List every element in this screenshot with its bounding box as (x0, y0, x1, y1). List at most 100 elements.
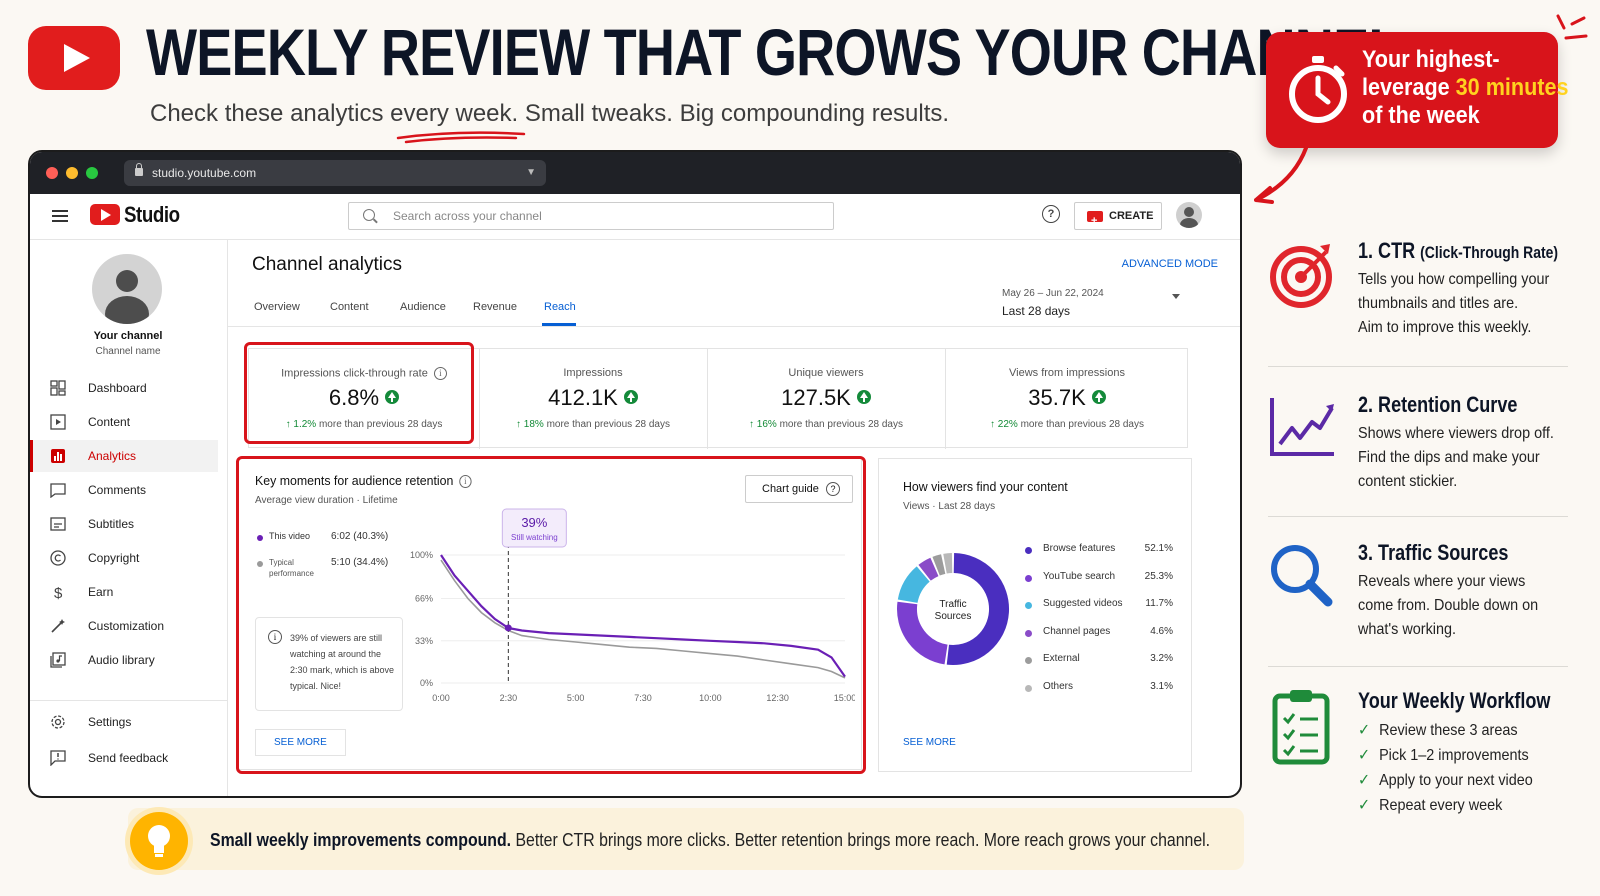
traffic-source-row[interactable]: Channel pages 4.6% (1025, 626, 1173, 642)
traffic-source-value: 3.2% (1150, 653, 1173, 664)
tip-description: Tells you how compelling your thumbnails … (1358, 271, 1550, 336)
date-range[interactable]: May 26 – Jun 22, 2024 (1002, 288, 1104, 299)
tab-content[interactable]: Content (330, 301, 369, 313)
checkmark-icon: ✓ (1358, 747, 1371, 764)
sidebar-item-label: Customization (88, 619, 165, 633)
sidebar-item-label: Earn (88, 585, 114, 599)
legend-value-this-video: 6:02 (40.3%) (331, 531, 389, 542)
traffic-source-row[interactable]: Browse features 52.1% (1025, 543, 1173, 559)
svg-text:$: $ (54, 585, 63, 600)
donut-slice-external[interactable] (932, 554, 946, 576)
donut-slice-channel-pages[interactable] (918, 557, 939, 581)
account-avatar[interactable] (1176, 202, 1202, 228)
annotation-point[interactable] (504, 624, 512, 632)
sidebar-item-earn[interactable]: $ Earn (30, 576, 218, 608)
channel-avatar[interactable] (92, 254, 162, 324)
channel-name: Your channel (93, 330, 163, 342)
clipboard-checklist-icon (1272, 690, 1330, 765)
create-label: CREATE (1109, 210, 1154, 222)
traffic-source-row[interactable]: External 3.2% (1025, 653, 1173, 669)
help-icon[interactable]: ? (1042, 205, 1060, 223)
checkmark-icon: ✓ (1358, 772, 1371, 789)
trend-up-icon (623, 390, 638, 405)
traffic-source-row[interactable]: Others 3.1% (1025, 681, 1173, 697)
lock-icon (135, 163, 143, 176)
tip-title: 1. CTR (Click-Through Rate) (1358, 238, 1559, 263)
metric-change: ↑ 16% more than previous 28 days (749, 419, 903, 430)
legend-swatch (1025, 684, 1032, 692)
studio-logo-icon[interactable] (90, 204, 120, 225)
sidebar-item-analytics[interactable]: Analytics (30, 440, 218, 472)
metric-ctr[interactable]: Impressions click-through rate i 6.8% ↑ 1… (249, 349, 479, 449)
sidebar-item-feedback[interactable]: Send feedback (30, 742, 218, 774)
retention-see-more-button[interactable]: SEE MORE (255, 729, 346, 756)
info-icon[interactable]: i (433, 367, 447, 380)
callout-arrow (1254, 146, 1308, 204)
feedback-icon (50, 750, 66, 766)
trend-chart-icon (1270, 398, 1334, 456)
metric-views-from-impressions[interactable]: Views from impressions 35.7K ↑ 22% more … (946, 349, 1188, 449)
traffic-source-value: 25.3% (1144, 570, 1173, 582)
trend-up-icon (1091, 390, 1106, 405)
sidebar-item-subtitles[interactable]: Subtitles (30, 508, 218, 540)
sidebar-item-content[interactable]: Content (30, 406, 218, 438)
tab-reach[interactable]: Reach (544, 301, 576, 313)
retention-chart[interactable]: 100% 66% 33% 0% 0:00 2:30 5:00 7:30 10:00 12:30 15… (405, 507, 855, 717)
address-bar[interactable]: studio.youtube.com ▼ (124, 160, 546, 186)
info-icon[interactable]: i (459, 475, 472, 489)
chevron-down-icon[interactable]: ▼ (526, 167, 536, 178)
traffic-source-value: 11.7% (1145, 598, 1173, 609)
studio-topbar: Studio Search across your channel ? CREA… (30, 194, 1240, 240)
date-period[interactable]: Last 28 days (1002, 304, 1071, 318)
retention-subtitle: Average view duration · Lifetime (255, 495, 398, 506)
chart-guide-button[interactable]: Chart guide? (745, 475, 853, 503)
traffic-source-label: Channel pages (1043, 625, 1111, 637)
legend-label-typical: Typical performance (269, 558, 314, 578)
sidebar-item-settings[interactable]: Settings (30, 706, 218, 738)
traffic-source-label: YouTube search (1043, 570, 1116, 582)
traffic-sources-card: How viewers find your content Views · La… (878, 458, 1192, 772)
donut-slice-youtube-search[interactable] (897, 601, 949, 665)
search-input[interactable]: Search across your channel (348, 202, 834, 230)
minimize-window-button[interactable] (66, 167, 78, 179)
series-line-typical[interactable] (440, 559, 846, 679)
close-window-button[interactable] (46, 167, 58, 179)
emphasis-burst-icon (1556, 14, 1588, 40)
traffic-source-row[interactable]: YouTube search 25.3% (1025, 571, 1173, 587)
sidebar-item-comments[interactable]: Comments (30, 474, 218, 506)
donut-slice-others[interactable] (943, 553, 953, 574)
sidebar-item-audio-library[interactable]: Audio library (30, 644, 218, 676)
x-tick-label: 7:30 (634, 693, 652, 703)
chevron-down-icon[interactable] (1172, 294, 1180, 299)
sidebar-item-dashboard[interactable]: Dashboard (30, 372, 218, 404)
donut-slice-suggested-videos[interactable] (897, 566, 931, 604)
tab-overview[interactable]: Overview (254, 301, 300, 313)
tab-revenue[interactable]: Revenue (473, 301, 518, 313)
traffic-source-label: Browse features (1043, 543, 1116, 554)
traffic-subtitle: Views · Last 28 days (903, 501, 996, 512)
sidebar: Your channel Channel name Dashboard Cont… (30, 240, 228, 796)
metric-unique-viewers[interactable]: Unique viewers 127.5K ↑ 16% more than pr… (708, 349, 944, 449)
menu-icon[interactable] (52, 210, 68, 222)
sidebar-item-label: Copyright (88, 551, 140, 565)
ctr-highlight-box (244, 342, 474, 444)
traffic-source-row[interactable]: Suggested videos 11.7% (1025, 598, 1173, 614)
sidebar-item-customization[interactable]: Customization (30, 610, 218, 642)
tab-audience[interactable]: Audience (400, 301, 446, 313)
legend-swatch (1025, 629, 1032, 637)
create-button[interactable]: CREATE (1074, 202, 1162, 234)
maximize-window-button[interactable] (86, 167, 98, 179)
metric-change: ↑ 1.2% more than previous 28 days (285, 419, 443, 430)
sidebar-item-copyright[interactable]: Copyright (30, 542, 218, 574)
series-line-this-video[interactable] (440, 554, 846, 678)
legend-label-this-video: This video (269, 531, 311, 541)
metric-divider (707, 349, 708, 449)
active-tab-indicator (542, 323, 576, 326)
tip-separator (1268, 366, 1568, 367)
donut-slice-browse-features[interactable] (946, 553, 1010, 665)
metric-impressions[interactable]: Impressions 412.1K ↑ 18% more than previ… (480, 349, 706, 449)
advanced-mode-link[interactable]: ADVANCED MODE (1121, 258, 1218, 270)
traffic-see-more-button[interactable]: SEE MORE (903, 737, 956, 748)
dashboard-icon (50, 380, 66, 396)
